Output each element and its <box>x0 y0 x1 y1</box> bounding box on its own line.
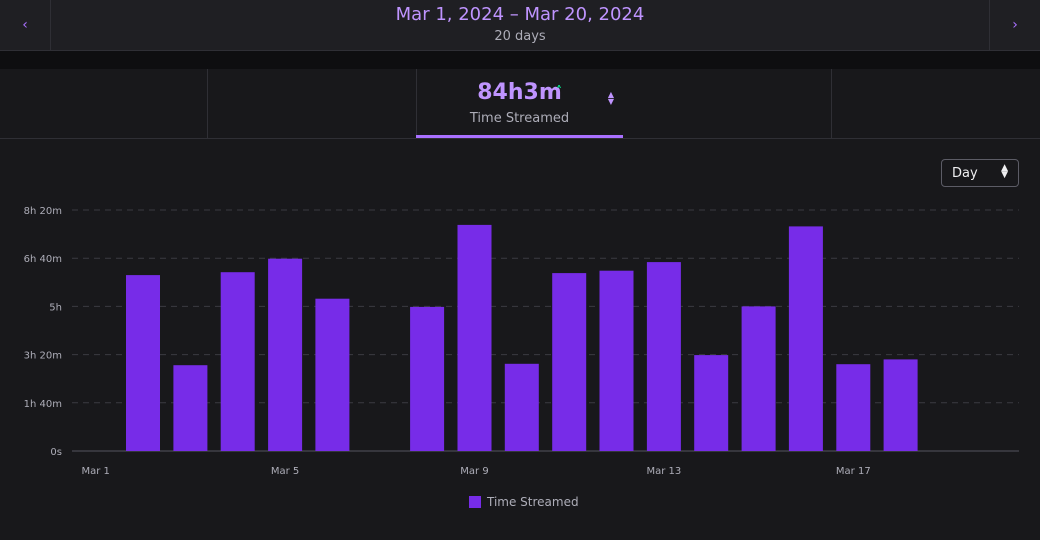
metric-row: 84h3m ˄ Time Streamed ▲ ▼ <box>0 69 1040 139</box>
metric-cell-empty <box>623 69 832 138</box>
next-period-button[interactable]: › <box>989 0 1040 50</box>
legend-swatch <box>469 496 481 508</box>
chart-legend: Time Streamed <box>469 494 579 510</box>
x-tick-label: Mar 13 <box>647 466 682 477</box>
interval-selected: Day <box>952 166 978 181</box>
bar-mar-5[interactable] <box>268 258 303 451</box>
chart-bars <box>126 224 918 451</box>
bar-mar-8[interactable] <box>410 306 445 451</box>
y-tick-label: 1h 40m <box>24 399 62 410</box>
x-tick-label: Mar 17 <box>836 466 871 477</box>
interval-select[interactable]: Day ▲ ▼ <box>941 159 1019 187</box>
bar-mar-15[interactable] <box>741 306 776 451</box>
legend-label: Time Streamed <box>487 495 579 509</box>
bar-mar-4[interactable] <box>220 272 255 451</box>
bar-mar-10[interactable] <box>504 363 539 451</box>
bar-mar-6[interactable] <box>315 298 350 451</box>
y-tick-label: 3h 20m <box>24 351 62 362</box>
divider <box>0 51 1040 69</box>
chevron-right-icon: › <box>1012 17 1018 33</box>
bar-mar-13[interactable] <box>646 262 681 451</box>
chevron-updown-icon: ▲ ▼ <box>1001 163 1008 180</box>
bar-mar-3[interactable] <box>173 365 208 451</box>
bar-mar-11[interactable] <box>552 273 587 451</box>
date-range-label: Mar 1, 2024 – Mar 20, 2024 <box>395 4 645 25</box>
bar-mar-17[interactable] <box>836 364 871 451</box>
bar-mar-2[interactable] <box>126 275 160 451</box>
chart-x-axis: Mar 1 Mar 5 Mar 9 Mar 13 Mar 17 <box>81 466 870 477</box>
metric-cell-empty <box>0 69 208 138</box>
sort-icon[interactable]: ▲ ▼ <box>607 90 615 106</box>
bar-mar-9[interactable] <box>457 224 492 451</box>
y-tick-label: 5h <box>49 302 62 313</box>
metric-cell-empty <box>207 69 417 138</box>
metric-value: 84h3m <box>477 80 562 105</box>
y-tick-label: 0s <box>50 447 62 458</box>
bar-mar-16[interactable] <box>788 226 823 451</box>
y-tick-label: 6h 40m <box>24 254 62 265</box>
previous-period-button[interactable]: ‹ <box>0 0 51 50</box>
date-range-days: 20 days <box>494 29 546 44</box>
caret-up-icon: ˄ <box>556 84 562 98</box>
date-range-bar: ‹ Mar 1, 2024 – Mar 20, 2024 20 days › <box>0 0 1040 51</box>
metric-tab-time-streamed[interactable]: 84h3m ˄ Time Streamed ▲ ▼ <box>416 69 623 138</box>
x-tick-label: Mar 1 <box>81 466 109 477</box>
chevron-left-icon: ‹ <box>22 17 28 33</box>
bar-mar-14[interactable] <box>694 355 729 451</box>
x-tick-label: Mar 9 <box>460 466 488 477</box>
x-tick-label: Mar 5 <box>271 466 299 477</box>
bar-mar-12[interactable] <box>599 270 634 451</box>
y-tick-label: 8h 20m <box>24 206 62 217</box>
metric-cell-empty <box>831 69 1040 138</box>
bar-mar-18[interactable] <box>883 359 918 451</box>
metric-label: Time Streamed <box>469 111 570 126</box>
